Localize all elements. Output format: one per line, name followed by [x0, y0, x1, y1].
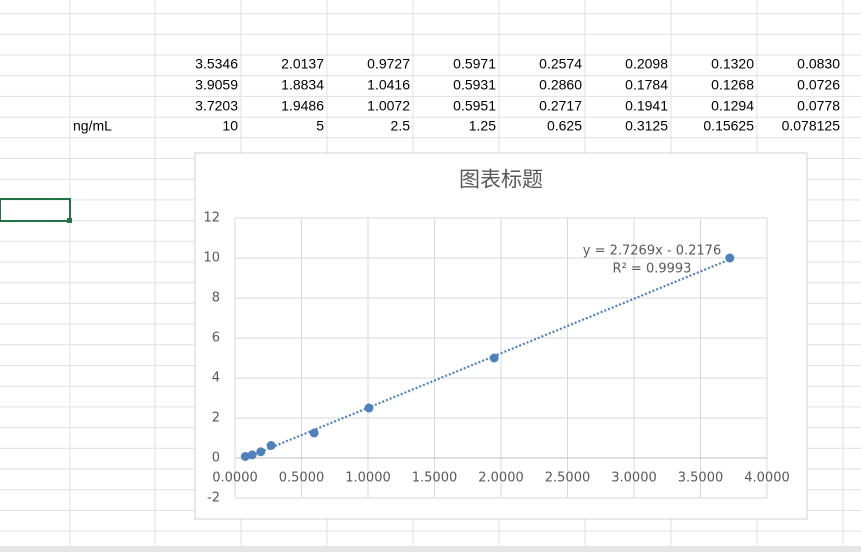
point — [266, 441, 276, 450]
y-tick-label: 2 — [212, 411, 220, 426]
x-tick-label: 0.0000 — [212, 471, 258, 486]
cell-text: 2.5 — [391, 118, 411, 134]
r-squared: R² = 0.9993 — [613, 262, 692, 277]
fill-handle[interactable] — [67, 218, 72, 223]
cell-text: 3.5346 — [195, 56, 238, 72]
cell-text: 2.0137 — [281, 56, 324, 72]
y-tick-label: 12 — [203, 211, 220, 226]
x-tick-label: 3.5000 — [678, 471, 724, 486]
y-tick-label: 6 — [212, 331, 220, 346]
selected-cell[interactable] — [0, 198, 71, 222]
cell-text: 1.9486 — [281, 98, 324, 114]
cell-text: 0.2717 — [539, 98, 582, 114]
x-tick-label: 2.0000 — [478, 471, 524, 486]
cell-text: 3.9059 — [195, 77, 238, 93]
cell-text: 0.1941 — [625, 98, 668, 114]
chart-title: 图表标题 — [459, 169, 543, 192]
point — [247, 450, 257, 460]
cells: 3.5346 2.0137 0.9727 0.5971 0.2574 0.2098 0.13… — [73, 56, 840, 134]
cell-text: 0.1320 — [711, 56, 754, 72]
cell-text: 0.0778 — [797, 98, 840, 114]
point — [489, 353, 499, 363]
y-tick-label: -2 — [207, 491, 220, 506]
cell-text: 0.625 — [547, 118, 582, 134]
cell-text: 0.5971 — [453, 56, 496, 72]
point — [309, 428, 319, 438]
point — [725, 253, 735, 263]
y-tick-label: 0 — [212, 451, 220, 466]
cell-text: 0.2574 — [539, 56, 582, 72]
cell-text: 1.25 — [469, 118, 496, 134]
cell-text: 0.5951 — [453, 98, 496, 114]
plot: -2 0 2 4 6 8 10 12 0.0000 0.5000 1.0000 1.5000 2.000… — [203, 211, 789, 506]
cell-text: 1.0416 — [367, 77, 410, 93]
x-tick-label: 1.5000 — [412, 471, 458, 486]
x-tick-label: 0.5000 — [279, 471, 325, 486]
cell-text: 0.2860 — [539, 77, 582, 93]
cell-text: 0.0830 — [797, 56, 840, 72]
x-tick-label: 2.5000 — [545, 471, 591, 486]
cell-text: 10 — [222, 118, 238, 134]
x-tick-label: 4.0000 — [744, 471, 790, 486]
y-tick-label: 10 — [203, 251, 220, 266]
cell-text: 0.5931 — [453, 77, 496, 93]
cell-text: 0.1784 — [625, 77, 668, 93]
y-tick-label: 8 — [212, 291, 220, 306]
trendline — [244, 258, 731, 460]
cell-text: 0.3125 — [625, 118, 668, 134]
cell-text: 3.7203 — [195, 98, 238, 114]
cell-text: 0.15625 — [703, 118, 754, 134]
point — [240, 451, 250, 461]
unit-label: ng/mL — [73, 118, 112, 134]
cell-text: 1.8834 — [281, 77, 324, 93]
trendline-equation: y = 2.7269x - 0.2176 — [583, 244, 721, 259]
cell-text: 0.2098 — [625, 56, 668, 72]
cell-text: 0.1268 — [711, 77, 754, 93]
x-tick-label: 1.0000 — [345, 471, 391, 486]
point — [256, 447, 266, 457]
scrollbar[interactable] — [0, 546, 861, 552]
cell-text: 0.0726 — [797, 77, 840, 93]
cell-text: 1.0072 — [367, 98, 410, 114]
cell-text: 0.1294 — [711, 98, 754, 114]
cell-text: 0.078125 — [782, 118, 841, 134]
point — [364, 403, 374, 413]
x-tick-label: 3.0000 — [611, 471, 657, 486]
y-tick-label: 4 — [212, 371, 220, 386]
cell-text: 0.9727 — [367, 56, 410, 72]
cell-text: 5 — [316, 118, 324, 134]
